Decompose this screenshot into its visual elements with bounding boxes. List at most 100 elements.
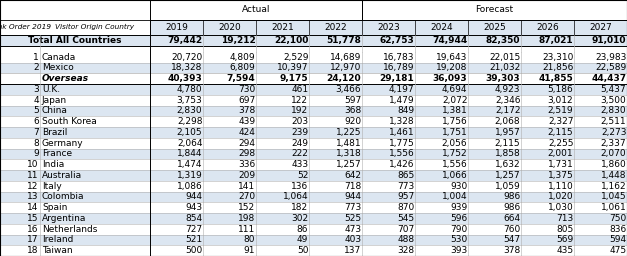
Text: 773: 773 <box>397 182 414 191</box>
Text: Colombia: Colombia <box>42 193 85 201</box>
Text: 488: 488 <box>398 235 414 244</box>
Text: 1,375: 1,375 <box>547 171 573 180</box>
Text: 1,061: 1,061 <box>601 203 626 212</box>
Text: 16,789: 16,789 <box>383 63 414 72</box>
Text: 424: 424 <box>238 128 255 137</box>
Text: 3: 3 <box>33 85 39 94</box>
Text: Brazil: Brazil <box>42 128 67 137</box>
Bar <box>0 202 627 213</box>
Text: 461: 461 <box>292 85 308 94</box>
Text: 790: 790 <box>450 225 467 234</box>
Text: 4: 4 <box>33 96 39 105</box>
Bar <box>0 245 627 256</box>
Text: 760: 760 <box>503 225 520 234</box>
Text: Rank Order 2019: Rank Order 2019 <box>0 24 51 30</box>
Text: Taiwan: Taiwan <box>42 246 73 255</box>
Text: U.K.: U.K. <box>42 85 60 94</box>
Text: 2,172: 2,172 <box>495 106 520 115</box>
Text: 1,751: 1,751 <box>441 128 467 137</box>
Text: 192: 192 <box>292 106 308 115</box>
Text: 1,162: 1,162 <box>601 182 626 191</box>
Text: 82,350: 82,350 <box>486 36 520 45</box>
Bar <box>0 19 40 35</box>
Text: 944: 944 <box>344 193 361 201</box>
Text: 36,093: 36,093 <box>433 74 467 83</box>
Text: 50: 50 <box>297 246 308 255</box>
Text: 773: 773 <box>344 203 361 212</box>
Text: 7,594: 7,594 <box>226 74 255 83</box>
Text: 1,319: 1,319 <box>177 171 203 180</box>
Text: 2,068: 2,068 <box>495 117 520 126</box>
Text: 1,752: 1,752 <box>442 150 467 158</box>
Bar <box>0 105 627 116</box>
Text: 1,318: 1,318 <box>335 150 361 158</box>
Text: 849: 849 <box>398 106 414 115</box>
Text: 4,694: 4,694 <box>442 85 467 94</box>
Text: 249: 249 <box>292 139 308 148</box>
Text: 986: 986 <box>503 193 520 201</box>
Text: 6,809: 6,809 <box>229 63 255 72</box>
Text: 13: 13 <box>27 193 39 201</box>
Text: 2027: 2027 <box>589 23 612 32</box>
Bar <box>0 127 627 138</box>
Text: 2,064: 2,064 <box>177 139 203 148</box>
Text: 403: 403 <box>344 235 361 244</box>
Text: 3,753: 3,753 <box>177 96 203 105</box>
Text: 137: 137 <box>344 246 361 255</box>
Bar <box>0 35 627 46</box>
Text: 44,437: 44,437 <box>591 74 626 83</box>
Text: 152: 152 <box>238 203 255 212</box>
Text: Visitor Origin Country: Visitor Origin Country <box>55 24 135 30</box>
Text: 19,643: 19,643 <box>436 53 467 62</box>
Text: 22,015: 22,015 <box>489 53 520 62</box>
Text: 336: 336 <box>238 160 255 169</box>
Text: 930: 930 <box>450 182 467 191</box>
Text: 473: 473 <box>344 225 361 234</box>
Bar <box>415 19 468 35</box>
Text: 944: 944 <box>186 193 203 201</box>
Text: 594: 594 <box>609 235 626 244</box>
Bar <box>0 46 627 52</box>
Text: 957: 957 <box>397 193 414 201</box>
Text: 298: 298 <box>238 150 255 158</box>
Text: 2024: 2024 <box>430 23 453 32</box>
Text: 1,020: 1,020 <box>548 193 573 201</box>
Text: 1,030: 1,030 <box>547 203 573 212</box>
Text: 2,115: 2,115 <box>495 139 520 148</box>
Text: 836: 836 <box>609 225 626 234</box>
Text: 203: 203 <box>292 117 308 126</box>
Text: 22,589: 22,589 <box>595 63 626 72</box>
Text: Mexico: Mexico <box>42 63 73 72</box>
Text: 1,426: 1,426 <box>389 160 414 169</box>
Text: 12,970: 12,970 <box>330 63 361 72</box>
Text: 547: 547 <box>503 235 520 244</box>
Text: 2,519: 2,519 <box>548 106 573 115</box>
Text: 23,310: 23,310 <box>542 53 573 62</box>
Text: Italy: Italy <box>42 182 61 191</box>
Bar <box>0 52 627 62</box>
Text: 3,012: 3,012 <box>548 96 573 105</box>
Bar <box>0 138 627 148</box>
Text: 270: 270 <box>238 193 255 201</box>
Text: 1,556: 1,556 <box>441 160 467 169</box>
Bar <box>362 0 627 19</box>
Text: 52: 52 <box>297 171 308 180</box>
Bar <box>0 73 627 84</box>
Bar <box>574 19 627 35</box>
Text: 79,442: 79,442 <box>167 36 203 45</box>
Text: South Korea: South Korea <box>42 117 97 126</box>
Text: 122: 122 <box>292 96 308 105</box>
Text: 4,923: 4,923 <box>495 85 520 94</box>
Text: 530: 530 <box>450 235 467 244</box>
Text: 2,337: 2,337 <box>601 139 626 148</box>
Text: 1,257: 1,257 <box>335 160 361 169</box>
Text: 664: 664 <box>503 214 520 223</box>
Bar <box>0 95 627 105</box>
Text: 87,021: 87,021 <box>539 36 573 45</box>
Text: 302: 302 <box>292 214 308 223</box>
Text: 2,056: 2,056 <box>442 139 467 148</box>
Text: 11: 11 <box>27 171 39 180</box>
Text: 1,461: 1,461 <box>389 128 414 137</box>
Text: Japan: Japan <box>42 96 67 105</box>
Text: 9,175: 9,175 <box>280 74 308 83</box>
